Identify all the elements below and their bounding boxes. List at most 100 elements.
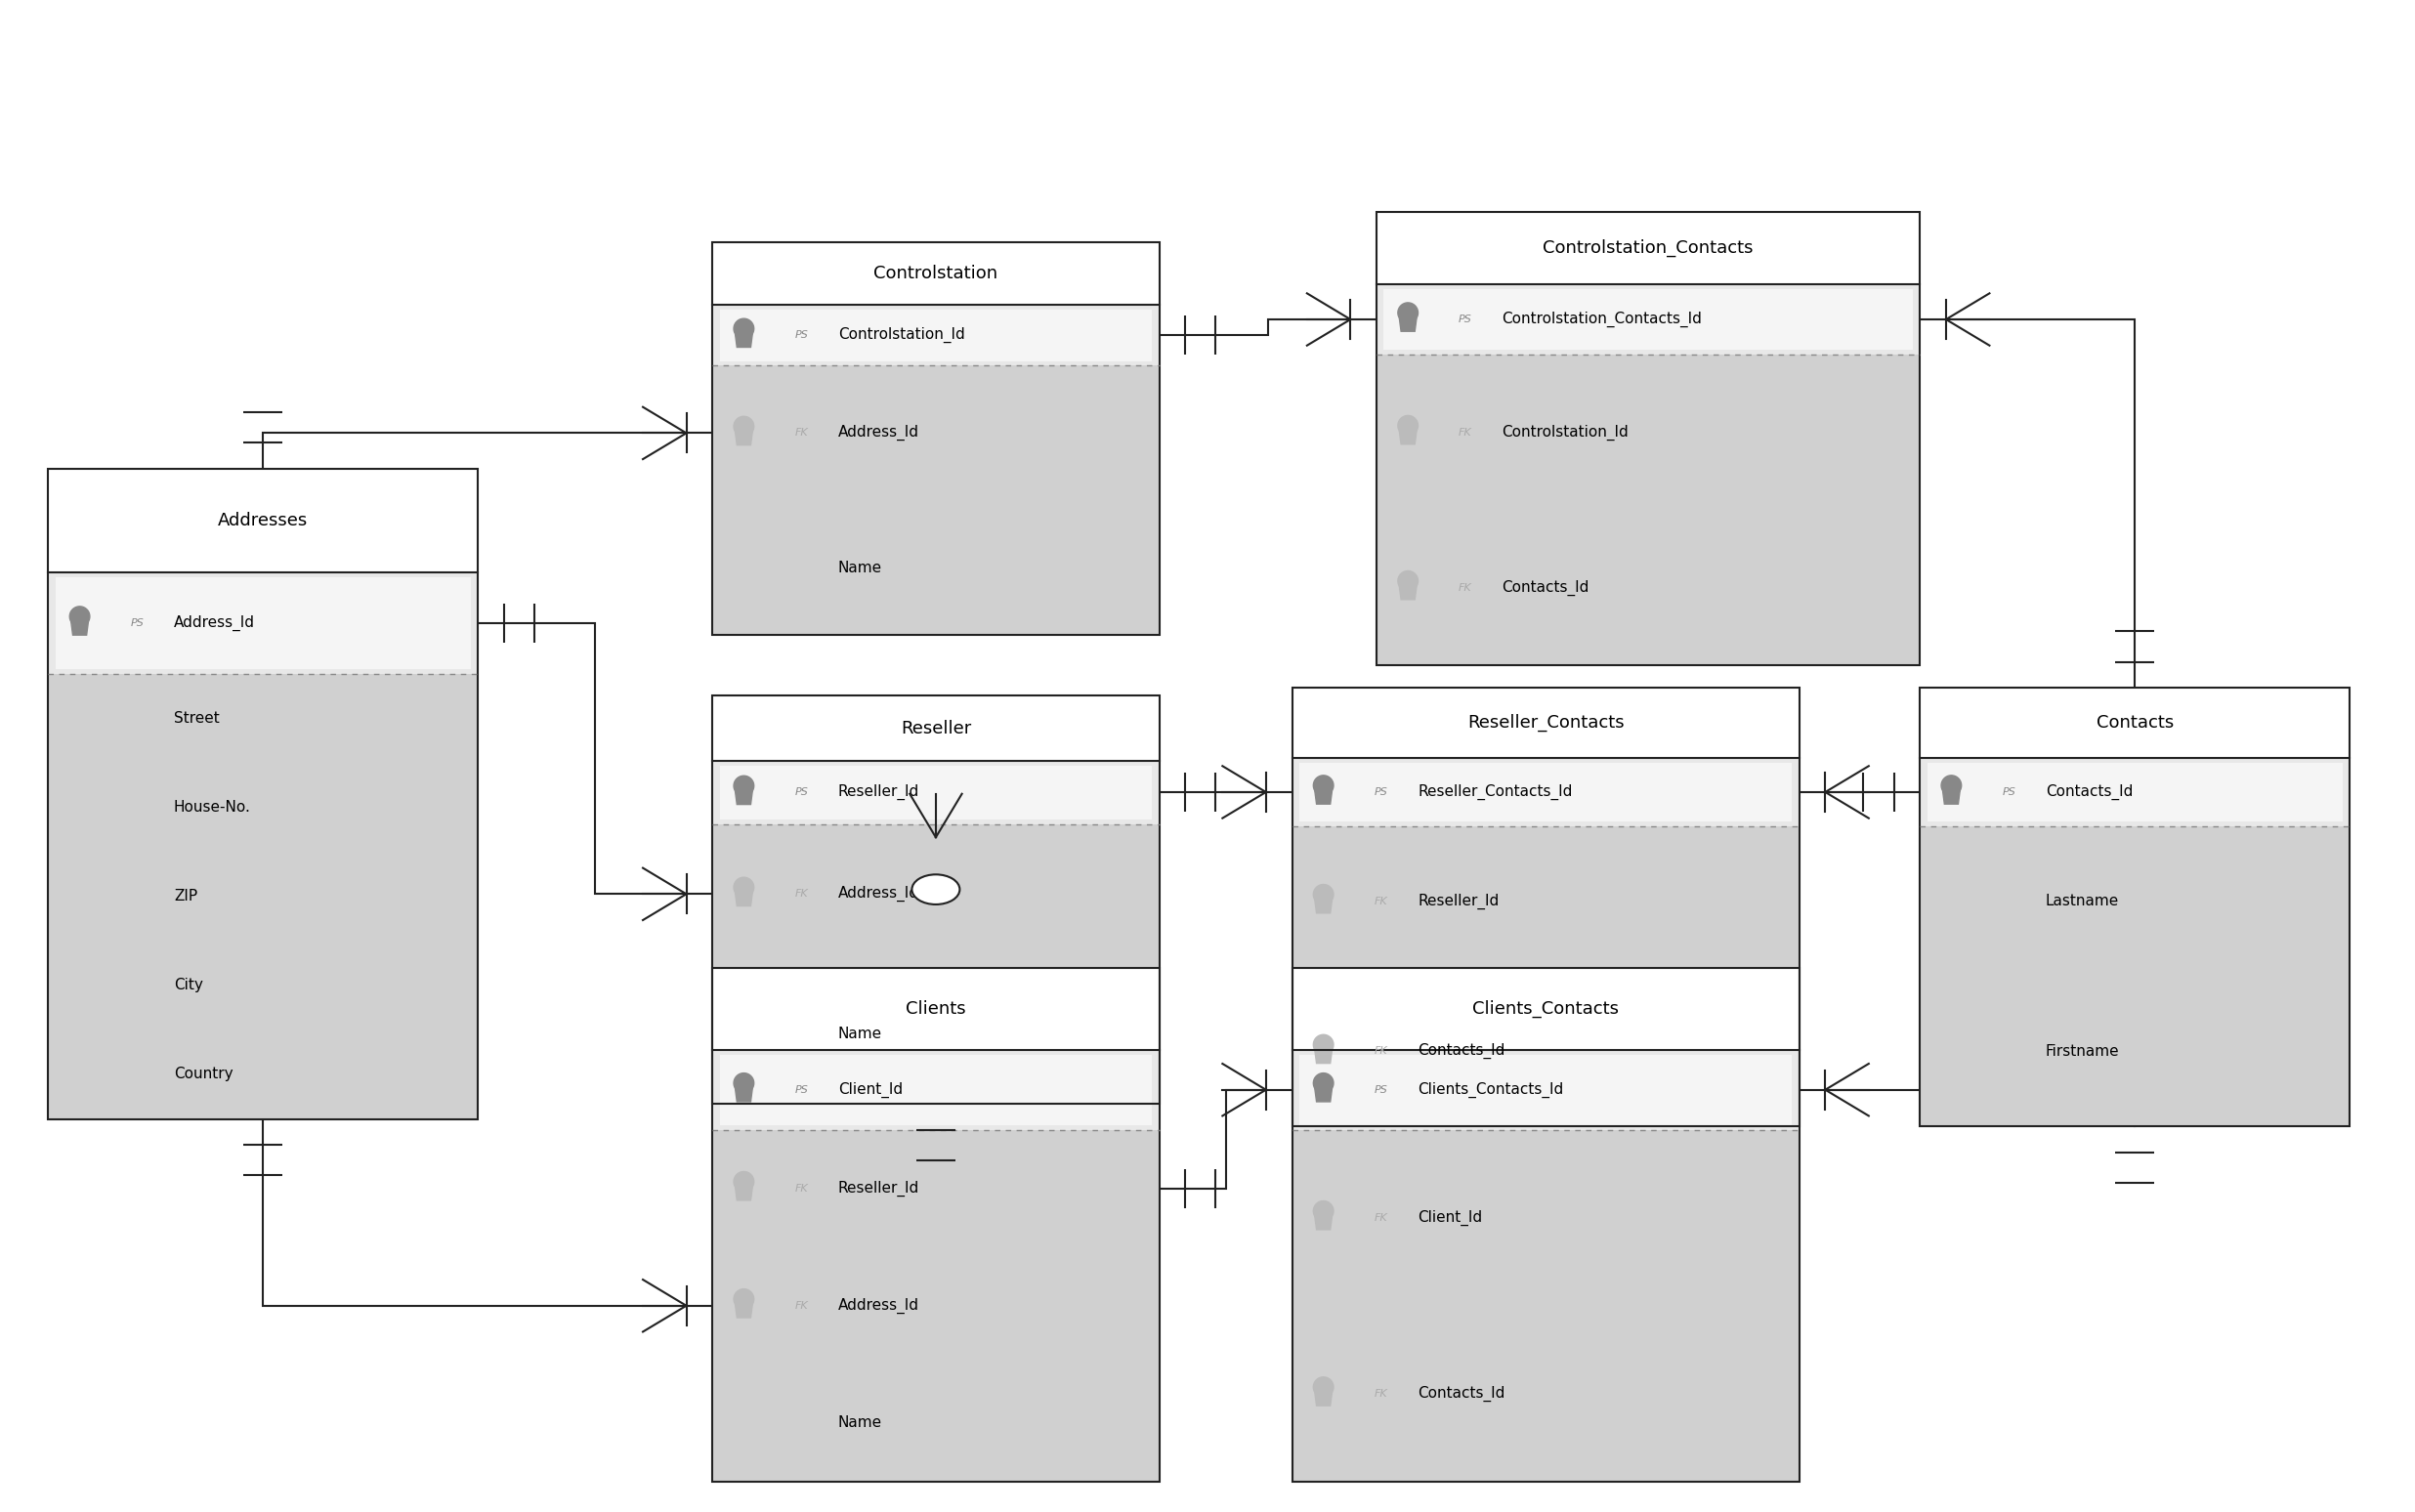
Polygon shape	[734, 1089, 753, 1102]
Text: Reseller_Contacts_Id: Reseller_Contacts_Id	[1418, 785, 1572, 800]
Bar	[1920, 688, 2350, 758]
Text: City: City	[174, 978, 203, 992]
Bar	[712, 242, 1159, 635]
Polygon shape	[1314, 1393, 1333, 1406]
Polygon shape	[1314, 1377, 1333, 1397]
Bar	[712, 242, 1159, 305]
Text: FK: FK	[1374, 1390, 1389, 1399]
Text: Controlstation_Id: Controlstation_Id	[1502, 425, 1628, 440]
Text: Controlstation: Controlstation	[874, 265, 997, 283]
Bar	[1292, 688, 1799, 758]
Text: FK: FK	[1374, 1046, 1389, 1057]
Text: FK: FK	[1374, 897, 1389, 906]
Bar	[712, 696, 1159, 761]
Bar	[712, 696, 1159, 1104]
Bar	[48, 469, 478, 573]
Text: Reseller: Reseller	[901, 720, 971, 736]
Polygon shape	[70, 606, 89, 626]
Text: Controlstation_Contacts_Id: Controlstation_Contacts_Id	[1502, 311, 1703, 327]
Text: FK: FK	[795, 889, 809, 900]
Text: Address_Id: Address_Id	[838, 425, 920, 442]
Bar	[1299, 762, 1792, 821]
Text: Name: Name	[838, 1027, 881, 1042]
Text: PS: PS	[795, 1086, 809, 1095]
Text: Clients: Clients	[906, 999, 966, 1018]
Text: PS: PS	[2002, 788, 2017, 797]
Bar	[1292, 968, 1799, 1482]
Text: Contacts_Id: Contacts_Id	[1418, 1043, 1505, 1060]
Polygon shape	[734, 1172, 753, 1191]
Polygon shape	[734, 1074, 753, 1093]
Polygon shape	[1314, 1216, 1333, 1229]
Polygon shape	[1398, 431, 1418, 445]
Text: PS: PS	[795, 331, 809, 340]
Polygon shape	[734, 892, 753, 906]
Bar	[1384, 289, 1913, 349]
Text: FK: FK	[795, 1184, 809, 1193]
Polygon shape	[1314, 1049, 1333, 1063]
Text: FK: FK	[795, 1300, 809, 1311]
Polygon shape	[1398, 572, 1418, 591]
Text: Controlstation_Contacts: Controlstation_Contacts	[1543, 239, 1753, 257]
Text: FK: FK	[1374, 1213, 1389, 1223]
Polygon shape	[734, 776, 753, 795]
Polygon shape	[1398, 587, 1418, 600]
Polygon shape	[734, 432, 753, 445]
Text: Client_Id: Client_Id	[1418, 1210, 1483, 1226]
Text: House-No.: House-No.	[174, 800, 251, 815]
Polygon shape	[734, 319, 753, 339]
Bar	[1377, 212, 1920, 284]
Polygon shape	[734, 791, 753, 804]
Text: FK: FK	[1459, 428, 1473, 437]
Text: PS: PS	[1374, 1086, 1389, 1095]
Bar	[1292, 758, 1799, 826]
Text: Street: Street	[174, 711, 220, 726]
Text: PS: PS	[130, 618, 145, 627]
Bar	[720, 765, 1152, 820]
Text: Reseller_Id: Reseller_Id	[1418, 894, 1500, 909]
Text: Name: Name	[838, 561, 881, 575]
Polygon shape	[734, 877, 753, 898]
Polygon shape	[1314, 776, 1333, 795]
Text: Address_Id: Address_Id	[174, 615, 256, 631]
Bar	[48, 673, 478, 1119]
Text: PS: PS	[795, 788, 809, 797]
Text: FK: FK	[1459, 582, 1473, 593]
Polygon shape	[1314, 1034, 1333, 1055]
Text: Lastname: Lastname	[2046, 894, 2118, 909]
Bar	[1292, 1129, 1799, 1482]
Bar	[712, 824, 1159, 1104]
Bar	[1292, 968, 1799, 1049]
Text: ZIP: ZIP	[174, 889, 198, 904]
Bar	[48, 469, 478, 1119]
Polygon shape	[734, 1288, 753, 1309]
Polygon shape	[734, 334, 753, 348]
Bar	[1292, 1049, 1799, 1129]
Text: Clients_Contacts_Id: Clients_Contacts_Id	[1418, 1083, 1563, 1098]
Polygon shape	[1314, 791, 1333, 804]
Bar	[712, 968, 1159, 1482]
Polygon shape	[1314, 1089, 1333, 1102]
Text: Reseller_Contacts: Reseller_Contacts	[1468, 714, 1623, 732]
Text: Contacts_Id: Contacts_Id	[1502, 579, 1589, 596]
Polygon shape	[1314, 885, 1333, 904]
Text: PS: PS	[1459, 314, 1473, 324]
Text: Contacts_Id: Contacts_Id	[1418, 1387, 1505, 1402]
Polygon shape	[1398, 416, 1418, 435]
Text: Contacts_Id: Contacts_Id	[2046, 785, 2132, 800]
Bar	[48, 573, 478, 673]
Polygon shape	[1942, 776, 1961, 795]
Text: Reseller_Id: Reseller_Id	[838, 1181, 920, 1196]
Text: Client_Id: Client_Id	[838, 1083, 903, 1098]
Polygon shape	[734, 1187, 753, 1201]
Polygon shape	[734, 1305, 753, 1317]
Polygon shape	[1942, 791, 1961, 804]
Text: FK: FK	[795, 428, 809, 438]
Bar	[1377, 212, 1920, 665]
Text: Firstname: Firstname	[2046, 1043, 2120, 1058]
Text: Contacts: Contacts	[2096, 714, 2174, 732]
Bar	[1377, 284, 1920, 354]
Bar	[720, 1054, 1152, 1125]
Bar	[1299, 1054, 1792, 1125]
Bar	[1920, 758, 2350, 826]
